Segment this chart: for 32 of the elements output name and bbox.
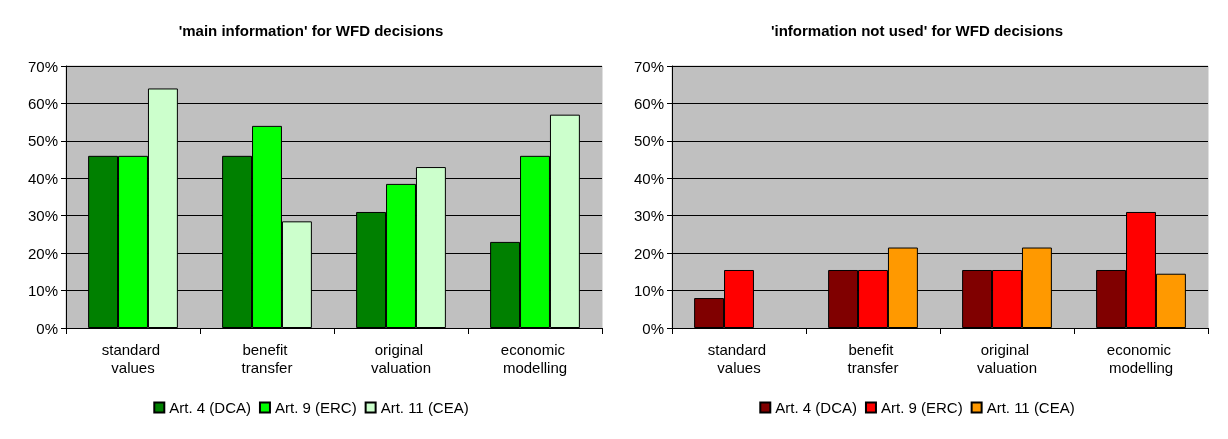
x-tick-label: standard values — [101, 340, 165, 376]
legend-label: Art. 4 (DCA) — [775, 399, 857, 416]
y-tick-label: 50% — [633, 132, 664, 150]
y-tick-label: 10% — [633, 282, 664, 300]
y-tick-label: 0% — [642, 319, 664, 337]
y-tick-label: 20% — [633, 244, 664, 262]
y-tick-label: 40% — [27, 169, 58, 187]
legend-label: Art. 9 (ERC) — [880, 399, 963, 416]
legend-label: Art. 9 (ERC) — [274, 399, 357, 416]
y-tick-label: 40% — [633, 169, 664, 187]
y-tick-label: 60% — [27, 94, 58, 112]
x-tick-label: original valuation — [370, 340, 432, 376]
chart-title: 'main information' for WFD decisions — [178, 22, 444, 39]
y-tick-label: 20% — [27, 244, 58, 262]
legend-label: Art. 11 (CEA) — [380, 399, 469, 416]
legend-label: Art. 11 (CEA) — [986, 399, 1075, 416]
y-tick-label: 70% — [633, 57, 664, 75]
y-tick-label: 30% — [27, 207, 58, 225]
x-tick-label: benefit transfer — [241, 340, 293, 376]
x-tick-label: economic modelling — [1106, 340, 1176, 376]
x-tick-label: economic modelling — [500, 340, 570, 376]
y-tick-label: 10% — [27, 282, 58, 300]
x-tick-label: standard values — [707, 340, 771, 376]
y-tick-label: 70% — [27, 57, 58, 75]
chart-title: 'information not used' for WFD decisions — [770, 22, 1064, 39]
y-tick-label: 60% — [633, 94, 664, 112]
y-tick-label: 30% — [633, 207, 664, 225]
legend-label: Art. 4 (DCA) — [169, 399, 251, 416]
y-tick-label: 50% — [27, 132, 58, 150]
y-tick-label: 0% — [36, 319, 58, 337]
x-tick-label: benefit transfer — [847, 340, 899, 376]
x-tick-label: original valuation — [976, 340, 1038, 376]
